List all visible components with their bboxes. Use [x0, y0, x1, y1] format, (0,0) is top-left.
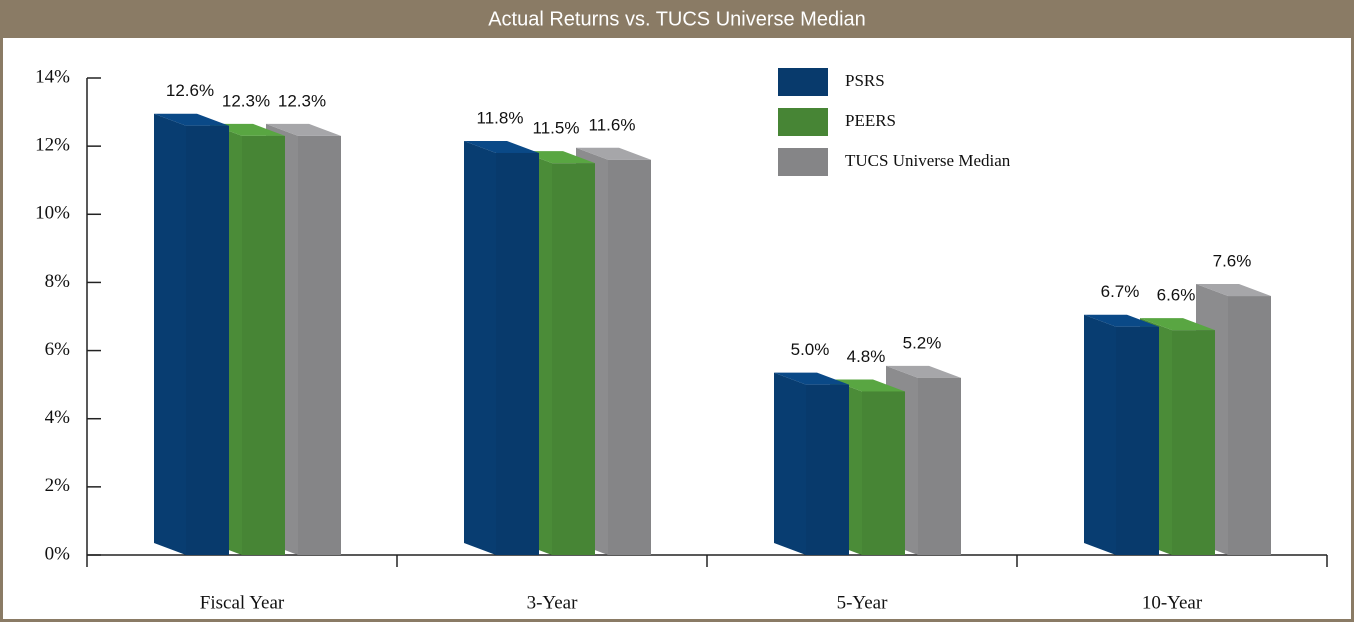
bar-top: [774, 372, 849, 385]
value-label: 11.8%: [477, 108, 524, 127]
legend-swatch: [778, 148, 828, 176]
bar: [186, 125, 229, 555]
value-label: 11.6%: [589, 115, 636, 134]
value-label: 5.0%: [791, 340, 830, 359]
x-tick-label: 10-Year: [1142, 592, 1203, 613]
bar: [496, 152, 539, 555]
value-label: 6.7%: [1101, 282, 1140, 301]
bar-top: [464, 140, 539, 153]
value-label: 7.6%: [1213, 252, 1252, 271]
y-tick-label: 12%: [35, 135, 70, 156]
bar-side: [154, 113, 186, 555]
x-tick-label: 3-Year: [527, 592, 579, 613]
bar-side: [464, 140, 496, 555]
value-label: 12.3%: [278, 91, 326, 110]
value-label: 5.2%: [903, 333, 942, 352]
legend-swatch: [778, 68, 828, 96]
legend-swatch: [778, 108, 828, 136]
bar: [1116, 326, 1159, 555]
bar-top: [154, 113, 229, 126]
x-tick-label: Fiscal Year: [200, 592, 285, 613]
bar-side: [774, 372, 806, 555]
bar-top: [886, 365, 961, 378]
y-tick-label: 14%: [35, 66, 70, 87]
bar: [862, 391, 905, 555]
bar: [552, 163, 595, 555]
title-bar: [0, 0, 1354, 38]
legend-label: PSRS: [845, 71, 885, 90]
value-label: 11.5%: [533, 119, 580, 138]
bar-top: [576, 147, 651, 160]
y-tick-label: 6%: [45, 339, 71, 360]
bar: [242, 135, 285, 555]
y-tick-label: 4%: [45, 407, 71, 428]
x-tick-label: 5-Year: [837, 592, 889, 613]
legend-label: PEERS: [845, 111, 896, 130]
bar-top: [830, 379, 905, 392]
bar: [1172, 330, 1215, 555]
bar-top: [266, 123, 341, 136]
y-tick-label: 10%: [35, 203, 70, 224]
value-label: 12.3%: [222, 91, 270, 110]
value-label: 6.6%: [1157, 286, 1196, 305]
y-tick-label: 8%: [45, 271, 71, 292]
bar: [298, 135, 341, 555]
chart-title: Actual Returns vs. TUCS Universe Median: [488, 8, 866, 30]
legend-label: TUCS Universe Median: [845, 151, 1011, 170]
bar: [608, 159, 651, 555]
value-label: 12.6%: [166, 81, 214, 100]
value-label: 4.8%: [847, 347, 886, 366]
bar: [918, 377, 961, 555]
bar: [1228, 296, 1271, 555]
y-tick-label: 2%: [45, 475, 71, 496]
y-tick-label: 0%: [45, 543, 71, 564]
bar-side: [1084, 314, 1116, 555]
bar-top: [1140, 318, 1215, 331]
bar: [806, 384, 849, 555]
bar-top: [1196, 284, 1271, 297]
bar-top: [1084, 314, 1159, 327]
